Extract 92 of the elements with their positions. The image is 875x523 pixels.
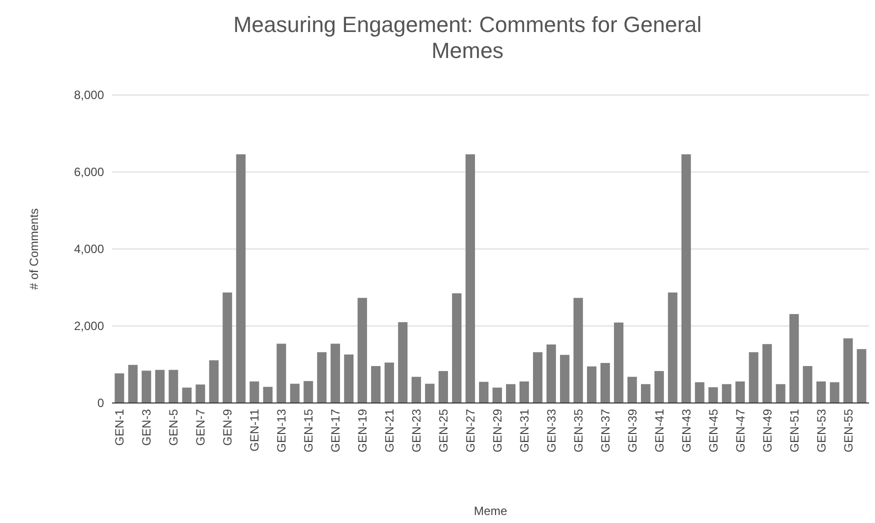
x-tick-label: GEN-33 [544,408,558,452]
x-tick-label: GEN-45 [706,408,720,452]
x-tick-label: GEN-31 [517,408,532,452]
bar [276,344,286,403]
y-tick-label: 0 [97,396,104,410]
bar [290,384,300,403]
bar [250,381,260,403]
bar [802,366,812,403]
x-tick-label: GEN-3 [140,408,154,446]
x-tick-label: GEN-55 [841,408,856,452]
bar [438,371,448,403]
x-tick-label: GEN-49 [760,408,774,452]
bar [358,298,368,403]
bar [708,387,718,403]
bar [722,384,732,403]
x-tick-label: GEN-17 [328,408,343,452]
x-tick-label: GEN-15 [302,408,316,452]
x-tick-label: GEN-5 [166,408,181,446]
bar [236,154,246,403]
bar [520,381,529,403]
bar [573,298,583,403]
x-tick-label: GEN-7 [194,408,208,446]
x-tick-label: GEN-53 [814,408,828,452]
bar [843,338,853,403]
bar [640,384,650,403]
bar [128,364,138,403]
bar [479,382,488,403]
chart-title: Measuring Engagement: Comments for General Memes [233,12,702,63]
bar [492,388,502,403]
bar [155,370,165,403]
bar [830,382,840,403]
y-tick-label: 6,000 [74,164,104,179]
x-tick-label: GEN-35 [571,408,586,452]
bar [466,154,475,403]
x-tick-label: GEN-21 [382,408,396,452]
x-tick-label: GEN-23 [409,408,424,452]
bar [398,322,408,403]
x-tick-label: GEN-41 [652,408,666,452]
bar [384,362,394,403]
bar [209,360,219,403]
bar [586,366,596,403]
x-tick-label: GEN-25 [436,408,450,452]
bar [856,349,866,403]
bar [681,154,691,403]
x-tick-label: GEN-9 [220,408,235,446]
bar [371,366,381,403]
bar [222,292,232,403]
x-axis-title: Meme [474,504,508,518]
bar [452,293,462,403]
bar [114,373,124,403]
x-tick-label: GEN-37 [598,408,612,452]
x-tick-label: GEN-13 [274,408,289,452]
x-tick-label: GEN-11 [248,408,262,452]
y-tick-label: 4,000 [74,242,104,256]
bar [182,388,192,403]
bar [735,381,745,403]
bar [614,322,624,403]
bar [627,376,637,403]
bar [168,370,178,403]
x-tick-label: GEN-43 [679,408,694,452]
bar [425,384,434,403]
bar [668,292,678,403]
x-tick-label: GEN-51 [787,408,802,452]
y-tick-label: 2,000 [74,318,104,333]
bar [412,376,422,403]
bar [546,344,556,403]
bar [762,344,772,403]
x-tick-label: GEN-47 [733,408,748,452]
bar [748,352,758,403]
bar [789,314,799,403]
x-tick-label: GEN-29 [490,408,504,452]
bar [142,370,152,403]
x-tick-label: GEN-19 [356,408,370,452]
bar [317,352,327,403]
bar [304,381,314,403]
bar [600,362,610,403]
y-axis-title: # of Comments [27,208,41,290]
bar [506,384,516,403]
bar [654,371,664,403]
x-tick-label: GEN-27 [463,408,478,452]
bar [263,386,273,403]
bar [560,354,570,403]
y-tick-label: 8,000 [74,88,104,102]
bar [344,354,354,403]
bar [330,344,340,403]
bar [533,352,542,403]
bar [694,382,704,403]
bar [816,381,826,403]
x-tick-label: GEN-1 [112,408,127,446]
bar [196,384,206,403]
bar [776,384,786,403]
x-tick-label: GEN-39 [625,408,640,452]
